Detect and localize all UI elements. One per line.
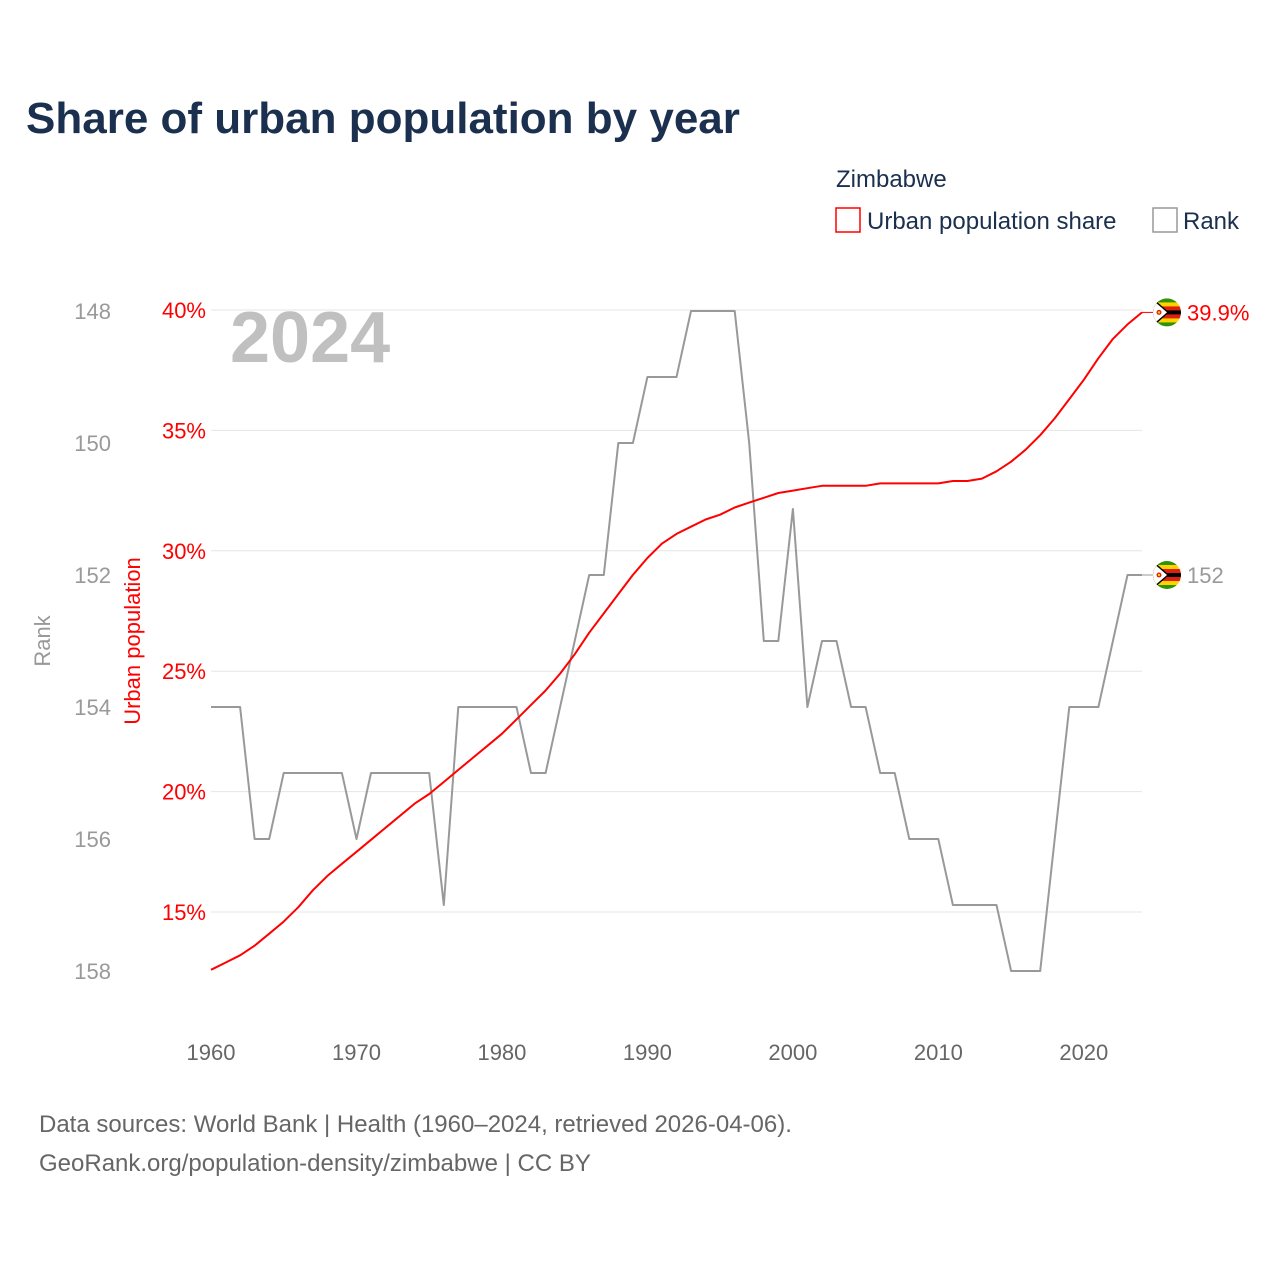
zimbabwe-flag-icon bbox=[1153, 298, 1181, 327]
rank-tick-label: 156 bbox=[74, 827, 111, 852]
rank-line bbox=[211, 310, 1142, 972]
urban-end-label: 39.9% bbox=[1187, 300, 1249, 325]
rank-tick-label: 150 bbox=[74, 431, 111, 456]
x-tick-label: 1990 bbox=[623, 1040, 672, 1065]
urban-share-line bbox=[210, 311, 1143, 971]
legend-swatch-urban bbox=[835, 207, 861, 233]
pct-tick-label: 15% bbox=[162, 900, 206, 925]
legend-label-rank: Rank bbox=[1183, 208, 1240, 235]
x-tick-label: 2020 bbox=[1059, 1040, 1108, 1065]
gridlines bbox=[211, 309, 1142, 913]
legend-item-urban[interactable]: Urban population share bbox=[835, 207, 1117, 235]
pct-tick-label: 20% bbox=[162, 780, 206, 805]
pct-tick-label: 30% bbox=[162, 539, 206, 564]
footer-source: Data sources: World Bank | Health (1960–… bbox=[39, 1111, 792, 1138]
rank-tick-label: 152 bbox=[74, 563, 111, 588]
zimbabwe-flag-icon bbox=[1153, 561, 1181, 589]
rank-axis-label: Rank bbox=[30, 614, 55, 666]
pct-tick-label: 25% bbox=[162, 659, 206, 684]
rank-end-label: 152 bbox=[1187, 563, 1224, 588]
footer-credit: GeoRank.org/population-density/zimbabwe … bbox=[39, 1150, 591, 1177]
legend-label-urban: Urban population share bbox=[867, 208, 1117, 235]
rank-tick-label: 158 bbox=[74, 959, 111, 984]
year-watermark: 2024 bbox=[230, 298, 390, 378]
x-tick-label: 1960 bbox=[187, 1040, 236, 1065]
pct-tick-label: 40% bbox=[162, 298, 206, 323]
chart-title: Share of urban population by year bbox=[26, 94, 740, 143]
legend-swatch-rank bbox=[1152, 207, 1178, 233]
x-tick-label: 2010 bbox=[914, 1040, 963, 1065]
legend-title: Zimbabwe bbox=[836, 166, 947, 193]
pct-tick-label: 35% bbox=[162, 418, 206, 443]
x-tick-label: 2000 bbox=[768, 1040, 817, 1065]
legend-item-rank[interactable]: Rank bbox=[1152, 207, 1240, 235]
rank-tick-label: 148 bbox=[74, 299, 111, 324]
x-tick-label: 1970 bbox=[332, 1040, 381, 1065]
urban-axis-label: Urban population bbox=[120, 557, 145, 725]
x-tick-label: 1980 bbox=[477, 1040, 526, 1065]
rank-tick-label: 154 bbox=[74, 695, 111, 720]
